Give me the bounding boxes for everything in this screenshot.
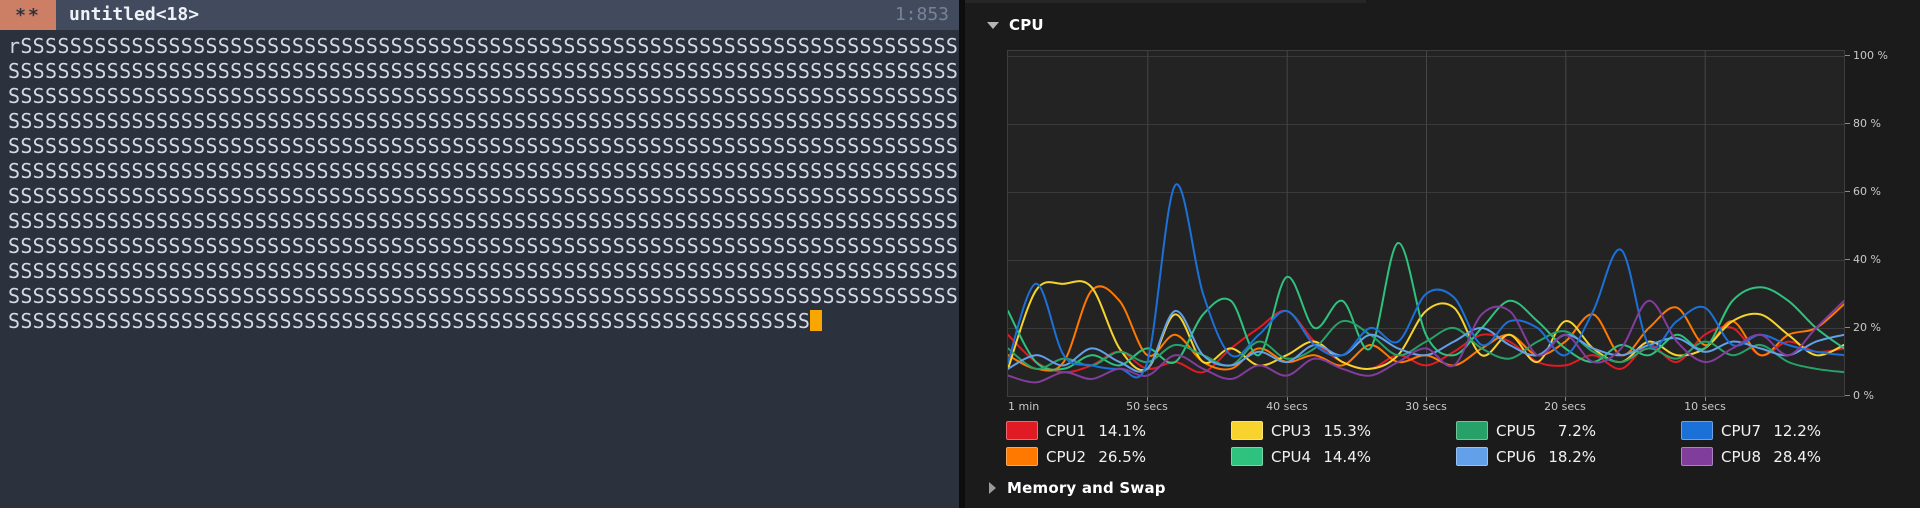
cpu-history-plot [1008, 51, 1844, 396]
y-axis-tick [1845, 123, 1850, 124]
y-axis-tick [1845, 327, 1850, 328]
cpu-color-swatch [1006, 421, 1038, 440]
editor-line: SSSSSSSSSSSSSSSSSSSSSSSSSSSSSSSSSSSSSSSS… [8, 159, 959, 183]
editor-line: SSSSSSSSSSSSSSSSSSSSSSSSSSSSSSSSSSSSSSSS… [8, 234, 959, 258]
buffer-title: untitled<18> [69, 4, 200, 25]
modified-indicator-badge: ** [0, 0, 56, 30]
y-axis-label: 60 % [1853, 185, 1881, 198]
cpu-series-cpu6 [1008, 310, 1844, 373]
x-axis-label: 50 secs [1126, 400, 1168, 413]
cpu-legend: CPU1 14.1% CPU2 26.5% CPU3 15.3% CPU4 14.4% CPU5… [1006, 421, 1906, 466]
y-axis-label: 100 % [1853, 49, 1888, 62]
editor-line: SSSSSSSSSSSSSSSSSSSSSSSSSSSSSSSSSSSSSSSS… [8, 109, 959, 133]
legend-item-cpu3: CPU3 15.3% [1231, 421, 1456, 440]
cpu-name-label: CPU3 [1271, 421, 1312, 440]
legend-item-cpu4: CPU4 14.4% [1231, 447, 1456, 466]
top-edge-strip [965, 0, 1366, 3]
legend-item-cpu5: CPU5 7.2% [1456, 421, 1681, 440]
chevron-down-icon [987, 21, 999, 29]
x-axis-label: 10 secs [1684, 400, 1726, 413]
x-axis-label: 30 secs [1405, 400, 1447, 413]
cpu-name-label: CPU7 [1721, 421, 1762, 440]
cpu-color-swatch [1681, 421, 1713, 440]
cpu-usage-value: 14.4% [1323, 447, 1371, 466]
editor-line: rSSSSSSSSSSSSSSSSSSSSSSSSSSSSSSSSSSSSSSS… [8, 34, 959, 58]
legend-item-cpu6: CPU6 18.2% [1456, 447, 1681, 466]
y-axis-tick [1845, 191, 1850, 192]
editor-header: ** untitled<18> 1:853 [0, 0, 959, 30]
cpu-usage-value: 18.2% [1548, 447, 1596, 466]
memory-section-header[interactable]: Memory and Swap [987, 479, 1166, 497]
cpu-usage-value: 28.4% [1773, 447, 1821, 466]
x-axis-tick [1426, 397, 1427, 401]
y-axis-tick [1845, 395, 1850, 396]
cpu-usage-value: 12.2% [1773, 421, 1821, 440]
legend-item-cpu1: CPU1 14.1% [1006, 421, 1231, 440]
chevron-right-icon [989, 482, 996, 494]
cpu-name-label: CPU1 [1046, 421, 1087, 440]
cpu-series-cpu7 [1008, 183, 1844, 379]
y-axis-label: 80 % [1853, 117, 1881, 130]
cpu-series-cpu8 [1008, 299, 1844, 384]
editor-line: SSSSSSSSSSSSSSSSSSSSSSSSSSSSSSSSSSSSSSSS… [8, 284, 959, 308]
cpu-color-swatch [1456, 447, 1488, 466]
y-axis-tick [1845, 259, 1850, 260]
x-axis-label: 40 secs [1266, 400, 1308, 413]
cpu-name-label: CPU2 [1046, 447, 1087, 466]
cpu-history-chart [1007, 50, 1845, 397]
y-axis-label: 20 % [1853, 321, 1881, 334]
cpu-name-label: CPU5 [1496, 421, 1537, 440]
legend-item-cpu7: CPU7 12.2% [1681, 421, 1906, 440]
y-axis-tick [1845, 55, 1850, 56]
legend-item-cpu2: CPU2 26.5% [1006, 447, 1231, 466]
cpu-color-swatch [1231, 421, 1263, 440]
memory-section-label: Memory and Swap [1007, 479, 1166, 497]
editor-line: SSSSSSSSSSSSSSSSSSSSSSSSSSSSSSSSSSSSSSSS… [8, 209, 959, 233]
x-axis-tick [1287, 397, 1288, 401]
cpu-usage-value: 15.3% [1323, 421, 1371, 440]
editor-line: SSSSSSSSSSSSSSSSSSSSSSSSSSSSSSSSSSSSSSSS… [8, 309, 959, 334]
cpu-name-label: CPU8 [1721, 447, 1762, 466]
cpu-color-swatch [1231, 447, 1263, 466]
editor-line: SSSSSSSSSSSSSSSSSSSSSSSSSSSSSSSSSSSSSSSS… [8, 259, 959, 283]
cpu-color-swatch [1681, 447, 1713, 466]
cpu-color-swatch [1006, 447, 1038, 466]
cpu-color-swatch [1456, 421, 1488, 440]
cpu-section-label: CPU [1009, 16, 1044, 34]
cpu-usage-value: 26.5% [1098, 447, 1146, 466]
cpu-section-header[interactable]: CPU [987, 16, 1044, 34]
cpu-name-label: CPU4 [1271, 447, 1312, 466]
y-axis-label: 40 % [1853, 253, 1881, 266]
cpu-usage-value: 14.1% [1098, 421, 1146, 440]
x-axis-tick [1705, 397, 1706, 401]
editor-line: SSSSSSSSSSSSSSSSSSSSSSSSSSSSSSSSSSSSSSSS… [8, 184, 959, 208]
cpu-usage-value: 7.2% [1557, 421, 1596, 440]
x-axis-tick [1565, 397, 1566, 401]
system-monitor-pane: CPU 100 % 80 % 60 % 40 % 20 % 0 % 1 min 50 secs… [965, 0, 1920, 508]
cpu-name-label: CPU6 [1496, 447, 1537, 466]
legend-item-cpu8: CPU8 28.4% [1681, 447, 1906, 466]
x-axis-tick [1147, 397, 1148, 401]
x-axis-label: 20 secs [1544, 400, 1586, 413]
editor-text-area[interactable]: rSSSSSSSSSSSSSSSSSSSSSSSSSSSSSSSSSSSSSSS… [0, 30, 959, 334]
text-cursor [810, 310, 823, 331]
editor-line: SSSSSSSSSSSSSSSSSSSSSSSSSSSSSSSSSSSSSSSS… [8, 59, 959, 83]
editor-line: SSSSSSSSSSSSSSSSSSSSSSSSSSSSSSSSSSSSSSSS… [8, 134, 959, 158]
cursor-position-indicator: 1:853 [894, 4, 949, 25]
y-axis-label: 0 % [1853, 389, 1874, 402]
x-axis-label: 1 min [1008, 400, 1040, 413]
editor-line: SSSSSSSSSSSSSSSSSSSSSSSSSSSSSSSSSSSSSSSS… [8, 84, 959, 108]
editor-pane: ** untitled<18> 1:853 rSSSSSSSSSSSSSSSSS… [0, 0, 959, 508]
